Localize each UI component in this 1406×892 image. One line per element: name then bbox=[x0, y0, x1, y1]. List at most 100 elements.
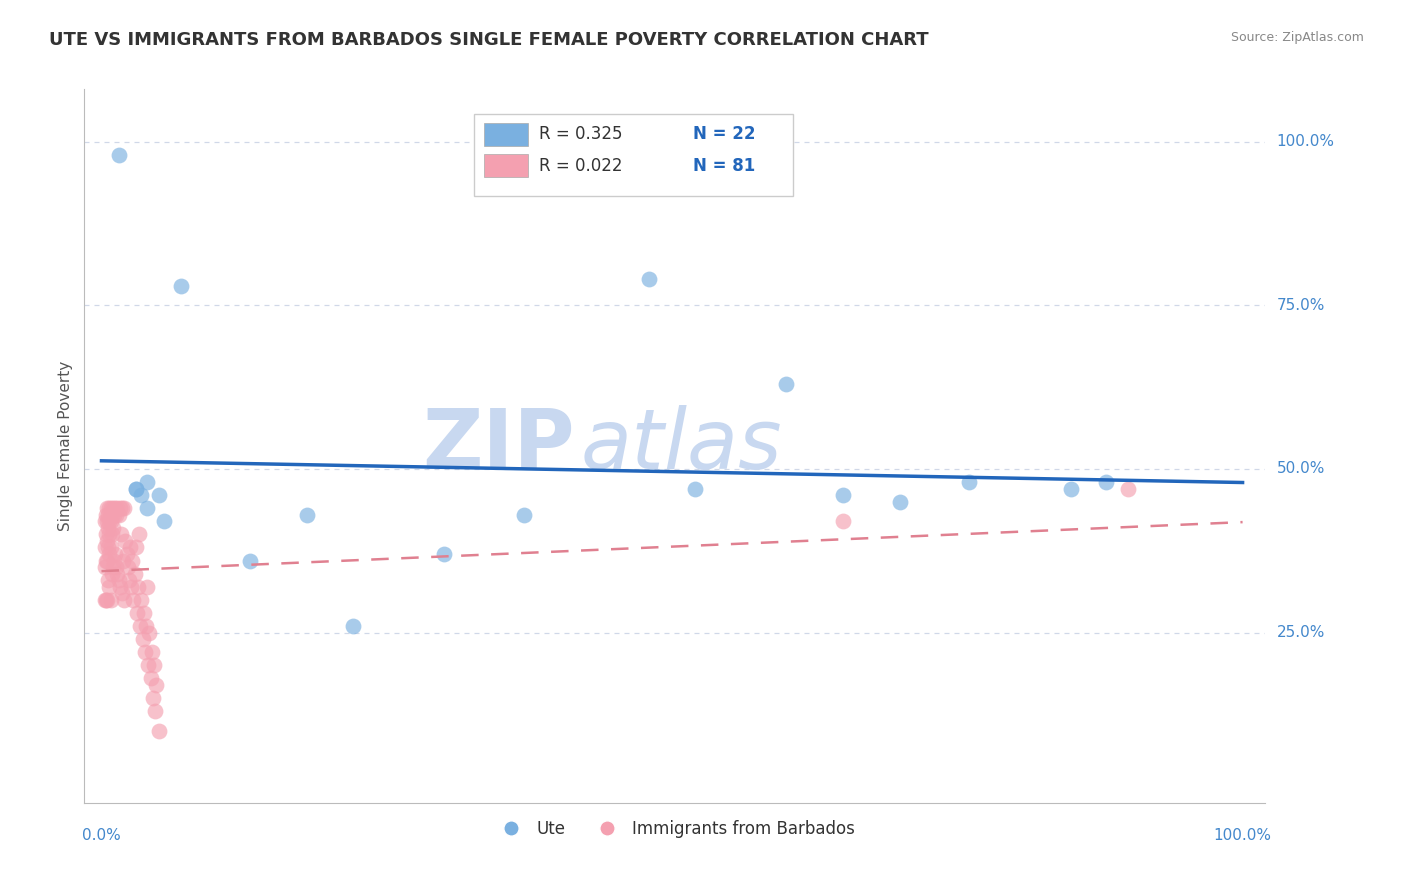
Point bbox=[135, 619, 157, 633]
Text: 50.0%: 50.0% bbox=[1277, 461, 1324, 476]
Point bbox=[1094, 475, 1116, 489]
Point bbox=[115, 547, 138, 561]
Point bbox=[96, 553, 118, 567]
Point bbox=[97, 573, 120, 587]
Point bbox=[111, 586, 134, 600]
Text: 100.0%: 100.0% bbox=[1277, 134, 1334, 149]
Point bbox=[98, 547, 121, 561]
Point bbox=[638, 272, 661, 286]
Text: atlas: atlas bbox=[581, 406, 782, 486]
Point bbox=[110, 527, 132, 541]
Point bbox=[121, 553, 143, 567]
Point bbox=[142, 691, 165, 706]
Point bbox=[98, 501, 121, 516]
Point bbox=[136, 475, 159, 489]
Point bbox=[100, 508, 122, 522]
Point bbox=[96, 592, 118, 607]
Point bbox=[148, 488, 170, 502]
Point bbox=[118, 573, 141, 587]
Point bbox=[683, 482, 706, 496]
Point bbox=[239, 553, 262, 567]
Text: 75.0%: 75.0% bbox=[1277, 298, 1324, 313]
Point bbox=[957, 475, 980, 489]
Point bbox=[94, 560, 117, 574]
Point bbox=[118, 541, 141, 555]
Point bbox=[170, 278, 193, 293]
Point bbox=[136, 501, 159, 516]
Point bbox=[125, 541, 148, 555]
Text: UTE VS IMMIGRANTS FROM BARBADOS SINGLE FEMALE POVERTY CORRELATION CHART: UTE VS IMMIGRANTS FROM BARBADOS SINGLE F… bbox=[49, 31, 929, 49]
Point bbox=[141, 645, 163, 659]
Text: 25.0%: 25.0% bbox=[1277, 625, 1324, 640]
Point bbox=[143, 658, 166, 673]
Point bbox=[100, 592, 122, 607]
Point bbox=[105, 508, 128, 522]
Point bbox=[104, 547, 127, 561]
Point bbox=[96, 514, 118, 528]
Text: N = 22: N = 22 bbox=[693, 125, 755, 143]
Point bbox=[134, 645, 156, 659]
Point bbox=[143, 704, 166, 718]
Point bbox=[94, 508, 117, 522]
Point bbox=[131, 488, 153, 502]
Point bbox=[148, 723, 170, 738]
Point bbox=[125, 606, 148, 620]
Point bbox=[98, 514, 121, 528]
Legend: Ute, Immigrants from Barbados: Ute, Immigrants from Barbados bbox=[488, 814, 862, 845]
Point bbox=[94, 553, 117, 567]
Point bbox=[100, 527, 122, 541]
Point bbox=[94, 592, 117, 607]
Point bbox=[117, 560, 139, 574]
Point bbox=[112, 592, 135, 607]
Point bbox=[100, 566, 122, 581]
Point bbox=[97, 541, 120, 555]
Point bbox=[139, 672, 162, 686]
Point bbox=[105, 560, 128, 574]
Text: N = 81: N = 81 bbox=[693, 157, 755, 175]
Point bbox=[832, 514, 855, 528]
Point bbox=[153, 514, 176, 528]
Text: 0.0%: 0.0% bbox=[82, 828, 121, 843]
Point bbox=[775, 376, 797, 391]
Point bbox=[125, 482, 148, 496]
Point bbox=[108, 580, 131, 594]
Text: 100.0%: 100.0% bbox=[1213, 828, 1271, 843]
Point bbox=[96, 533, 118, 548]
Text: R = 0.325: R = 0.325 bbox=[538, 125, 623, 143]
Text: R = 0.022: R = 0.022 bbox=[538, 157, 623, 175]
Bar bbox=[484, 123, 529, 145]
Text: Source: ZipAtlas.com: Source: ZipAtlas.com bbox=[1230, 31, 1364, 45]
Point bbox=[94, 527, 117, 541]
Point bbox=[136, 658, 159, 673]
Point bbox=[96, 501, 118, 516]
Point bbox=[98, 580, 121, 594]
Point bbox=[94, 541, 117, 555]
Point bbox=[832, 488, 855, 502]
Point bbox=[433, 547, 456, 561]
Point bbox=[128, 527, 150, 541]
Bar bbox=[484, 154, 529, 177]
Point bbox=[104, 501, 127, 516]
Point bbox=[342, 619, 364, 633]
Point bbox=[125, 482, 148, 496]
Point bbox=[112, 501, 135, 516]
Point bbox=[103, 553, 125, 567]
Point bbox=[107, 147, 129, 161]
Y-axis label: Single Female Poverty: Single Female Poverty bbox=[58, 361, 73, 531]
Point bbox=[145, 678, 167, 692]
Point bbox=[100, 514, 122, 528]
Point bbox=[138, 625, 160, 640]
Point bbox=[136, 580, 159, 594]
Text: ZIP: ZIP bbox=[422, 406, 575, 486]
Point bbox=[120, 580, 142, 594]
Point bbox=[101, 521, 124, 535]
Point bbox=[94, 592, 117, 607]
Point bbox=[122, 592, 145, 607]
Point bbox=[1118, 482, 1140, 496]
Point bbox=[107, 508, 129, 522]
Point bbox=[107, 501, 129, 516]
Point bbox=[131, 592, 153, 607]
Point bbox=[101, 501, 124, 516]
Point bbox=[127, 580, 149, 594]
Point bbox=[98, 527, 121, 541]
